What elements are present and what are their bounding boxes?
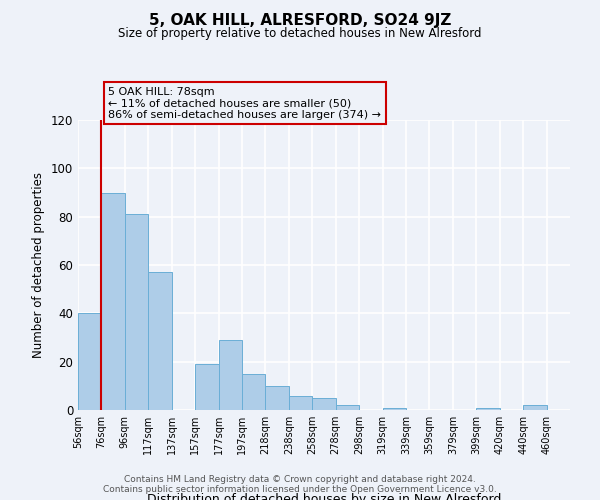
Text: Contains public sector information licensed under the Open Government Licence v3: Contains public sector information licen… [103,485,497,494]
Bar [78,314,101,410]
Bar [195,364,218,410]
Text: Size of property relative to detached houses in New Alresford: Size of property relative to detached ho… [118,28,482,40]
Bar [218,340,242,410]
Bar [148,272,172,410]
Bar [125,214,148,410]
Text: Contains HM Land Registry data © Crown copyright and database right 2024.: Contains HM Land Registry data © Crown c… [124,475,476,484]
Bar [336,405,359,410]
Bar [242,374,265,410]
Bar [383,408,406,410]
Text: 5, OAK HILL, ALRESFORD, SO24 9JZ: 5, OAK HILL, ALRESFORD, SO24 9JZ [149,12,451,28]
X-axis label: Distribution of detached houses by size in New Alresford: Distribution of detached houses by size … [147,493,501,500]
Bar [289,396,312,410]
Bar [265,386,289,410]
Bar [312,398,336,410]
Bar [101,192,125,410]
Text: 5 OAK HILL: 78sqm
← 11% of detached houses are smaller (50)
86% of semi-detached: 5 OAK HILL: 78sqm ← 11% of detached hous… [109,87,382,120]
Bar [523,405,547,410]
Bar [476,408,500,410]
Y-axis label: Number of detached properties: Number of detached properties [32,172,45,358]
